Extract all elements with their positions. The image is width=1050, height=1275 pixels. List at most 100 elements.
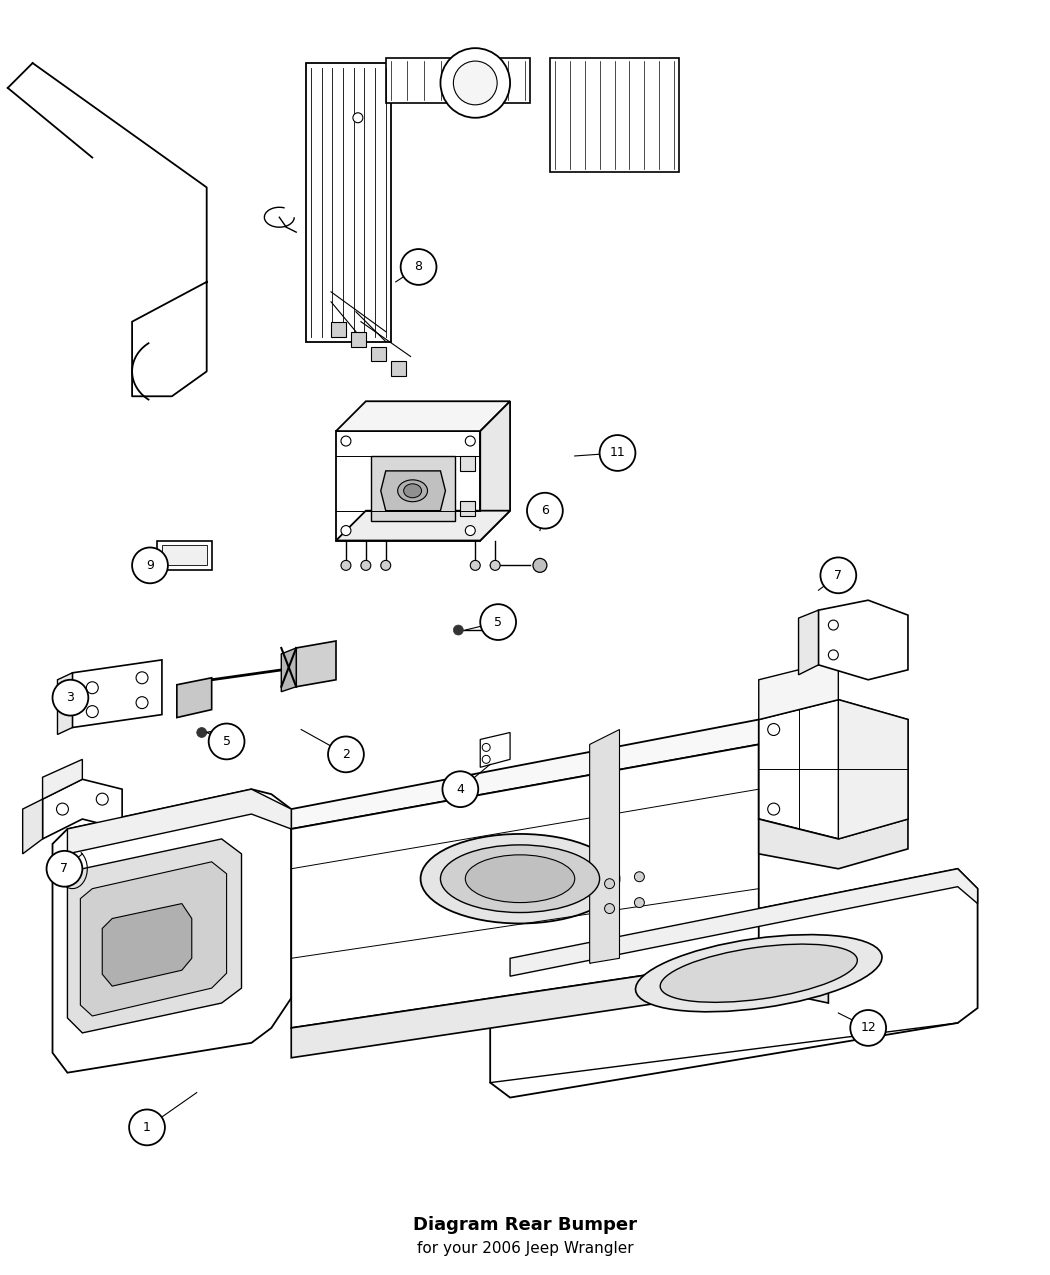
Polygon shape	[490, 868, 978, 1098]
Polygon shape	[296, 641, 336, 687]
Ellipse shape	[403, 483, 421, 497]
Circle shape	[46, 850, 82, 886]
Text: 6: 6	[541, 504, 549, 518]
Circle shape	[440, 48, 510, 117]
Circle shape	[465, 436, 476, 446]
Polygon shape	[381, 470, 445, 511]
Polygon shape	[162, 546, 207, 565]
Text: 5: 5	[495, 616, 502, 629]
Polygon shape	[291, 719, 828, 829]
Circle shape	[634, 872, 645, 882]
Circle shape	[482, 743, 490, 751]
Text: 5: 5	[223, 734, 231, 748]
Text: 9: 9	[146, 558, 154, 572]
Circle shape	[482, 755, 490, 764]
Polygon shape	[156, 541, 212, 570]
Text: 7: 7	[835, 569, 842, 581]
Text: for your 2006 Jeep Wrangler: for your 2006 Jeep Wrangler	[417, 1242, 633, 1256]
Ellipse shape	[440, 845, 600, 913]
Polygon shape	[480, 733, 510, 768]
Polygon shape	[759, 660, 838, 719]
Polygon shape	[480, 402, 510, 541]
Text: 3: 3	[66, 691, 75, 704]
Circle shape	[454, 61, 497, 105]
Polygon shape	[307, 62, 391, 342]
Circle shape	[768, 723, 780, 736]
Polygon shape	[371, 456, 456, 520]
Circle shape	[850, 1010, 886, 1046]
Circle shape	[209, 723, 245, 760]
Ellipse shape	[421, 834, 620, 923]
Circle shape	[353, 112, 363, 122]
Circle shape	[490, 561, 500, 570]
Circle shape	[57, 803, 68, 815]
Circle shape	[442, 771, 478, 807]
Text: 8: 8	[415, 260, 422, 273]
Polygon shape	[176, 678, 212, 718]
Polygon shape	[460, 456, 476, 470]
Circle shape	[132, 547, 168, 583]
Ellipse shape	[461, 66, 489, 80]
Circle shape	[136, 672, 148, 683]
Polygon shape	[43, 760, 82, 799]
Circle shape	[136, 696, 148, 709]
Polygon shape	[67, 839, 242, 1033]
Ellipse shape	[398, 479, 427, 502]
Circle shape	[600, 435, 635, 470]
Ellipse shape	[635, 935, 882, 1012]
Polygon shape	[281, 648, 296, 692]
Circle shape	[341, 525, 351, 536]
Circle shape	[828, 620, 838, 630]
Polygon shape	[72, 660, 162, 728]
Circle shape	[828, 650, 838, 660]
Polygon shape	[336, 431, 480, 541]
Polygon shape	[759, 819, 908, 868]
Polygon shape	[58, 673, 72, 734]
Text: Diagram Rear Bumper: Diagram Rear Bumper	[413, 1216, 637, 1234]
Polygon shape	[371, 347, 385, 362]
Polygon shape	[291, 745, 759, 1028]
Circle shape	[341, 436, 351, 446]
Polygon shape	[385, 59, 530, 103]
Polygon shape	[460, 501, 476, 515]
Polygon shape	[81, 862, 227, 1016]
Polygon shape	[799, 611, 818, 674]
Circle shape	[820, 557, 856, 593]
Circle shape	[196, 728, 207, 737]
Circle shape	[533, 558, 547, 572]
Polygon shape	[67, 789, 291, 854]
Ellipse shape	[465, 854, 574, 903]
Polygon shape	[52, 789, 291, 1072]
Circle shape	[527, 492, 563, 529]
Circle shape	[86, 682, 99, 694]
Polygon shape	[818, 601, 908, 680]
Circle shape	[129, 1109, 165, 1145]
Text: 1: 1	[143, 1121, 151, 1133]
Circle shape	[480, 604, 516, 640]
Text: 2: 2	[342, 748, 350, 761]
Polygon shape	[336, 402, 510, 431]
Polygon shape	[331, 321, 345, 337]
Circle shape	[465, 525, 476, 536]
Circle shape	[341, 561, 351, 570]
Ellipse shape	[660, 944, 858, 1002]
Polygon shape	[23, 799, 43, 854]
Polygon shape	[838, 700, 908, 839]
Polygon shape	[759, 700, 908, 839]
Text: 11: 11	[610, 446, 626, 459]
Polygon shape	[102, 904, 192, 986]
Circle shape	[86, 705, 99, 718]
Circle shape	[52, 680, 88, 715]
Polygon shape	[351, 332, 365, 347]
Circle shape	[381, 561, 391, 570]
Polygon shape	[510, 868, 978, 977]
Polygon shape	[336, 511, 510, 541]
Circle shape	[328, 737, 364, 773]
Polygon shape	[391, 362, 405, 376]
Circle shape	[97, 793, 108, 805]
Polygon shape	[590, 729, 619, 964]
Text: 4: 4	[457, 783, 464, 796]
Circle shape	[605, 904, 614, 913]
Circle shape	[401, 249, 437, 284]
Circle shape	[768, 803, 780, 815]
